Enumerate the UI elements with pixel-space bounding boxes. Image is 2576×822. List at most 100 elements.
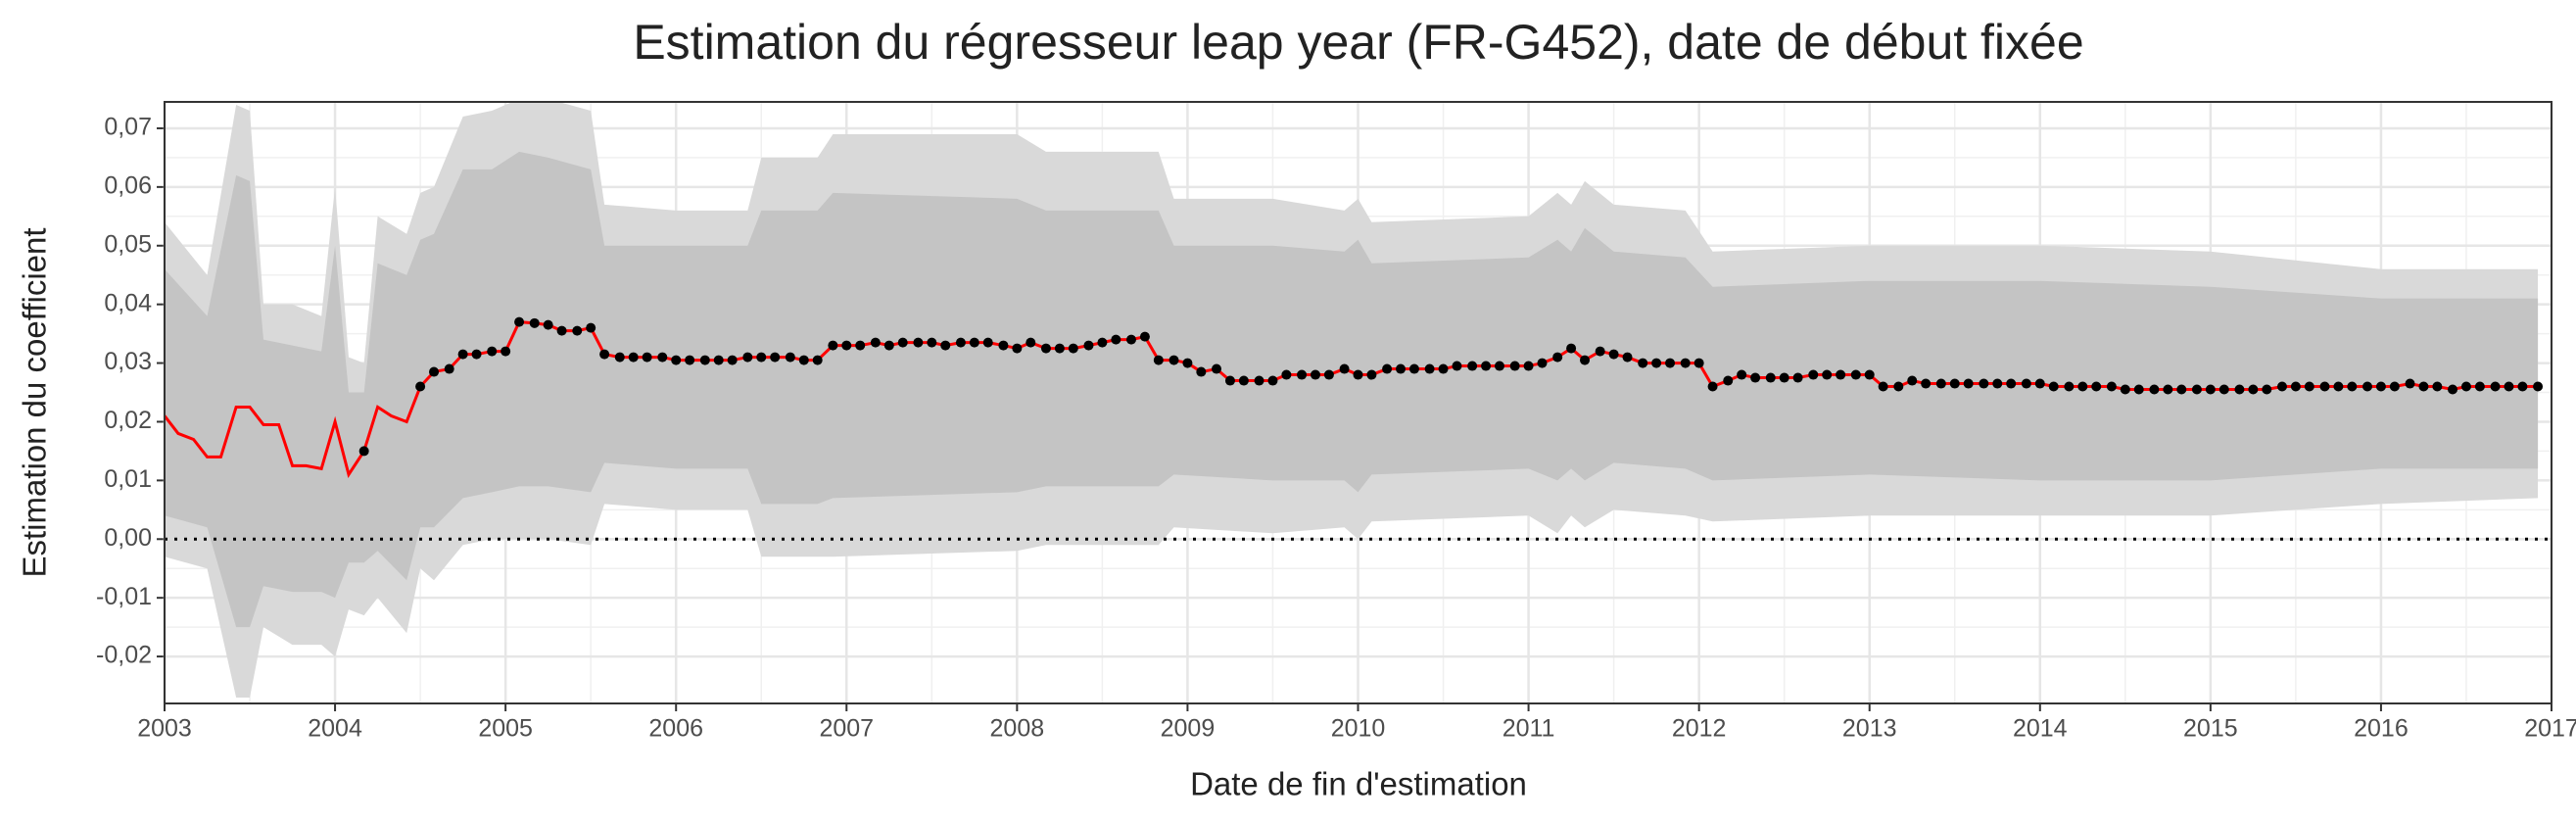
estimate-point [2106,381,2117,392]
estimate-point [1750,372,1761,383]
estimate-point [2319,381,2330,392]
estimate-point [1452,361,1462,371]
x-tick-label: 2004 [308,715,362,743]
estimate-point [642,352,652,363]
estimate-point [1182,358,1193,368]
estimate-point [2304,381,2314,392]
estimate-point [572,325,583,336]
estimate-point [1408,363,1419,374]
estimate-point [1850,369,1861,380]
estimate-point [1481,361,1492,371]
estimate-point [1339,363,1350,374]
estimate-point [2362,381,2373,392]
estimate-point [1212,363,1222,374]
estimate-point [1737,369,1747,380]
estimate-point [756,352,767,363]
estimate-point [1765,372,1776,383]
estimate-point [457,349,468,360]
estimate-point [699,355,710,365]
estimate-point [1893,381,1904,392]
estimate-point [998,340,1009,351]
estimate-point [1921,378,1932,389]
x-tick-label: 2015 [2183,715,2238,743]
estimate-point [685,355,695,365]
estimate-point [586,322,596,333]
estimate-point [2405,378,2415,389]
estimate-point [1396,363,1407,374]
estimate-point [1822,369,1833,380]
x-tick-label: 2010 [1331,715,1386,743]
estimate-point [1012,343,1023,354]
estimate-point [1963,378,1974,389]
estimate-point [1723,375,1734,386]
estimate-point [1366,369,1377,380]
estimate-point [742,352,753,363]
estimate-point [1424,363,1435,374]
x-tick-label: 2005 [478,715,533,743]
x-tick-label: 2011 [1503,715,1555,743]
estimate-point [1864,369,1875,380]
estimate-point [1509,361,1520,371]
y-tick-label: 0,06 [104,171,152,199]
estimate-point [1323,369,1334,380]
estimate-point [429,366,440,377]
y-tick-label: 0,00 [104,524,152,552]
y-tick-label: 0,01 [104,465,152,493]
estimate-point [444,363,454,374]
estimate-point [2176,384,2187,395]
y-tick-label: 0,04 [104,289,152,316]
x-tick-label: 2003 [137,715,192,743]
estimate-point [2276,381,2287,392]
estimate-point [657,352,668,363]
y-tick-label: 0,03 [104,348,152,375]
estimate-point [2064,381,2075,392]
estimate-point [2048,381,2059,392]
x-tick-label: 2009 [1161,715,1216,743]
x-tick-label: 2016 [2354,715,2409,743]
estimate-point [1153,355,1164,365]
estimate-point [1552,352,1563,363]
estimate-point [2120,384,2130,395]
estimate-point [1608,349,1619,360]
estimate-point [2418,381,2429,392]
estimate-point [2133,384,2144,395]
estimate-point [982,337,993,348]
estimate-point [1792,372,1803,383]
estimate-point [883,340,894,351]
estimate-point [713,355,724,365]
estimate-point [1310,369,1320,380]
x-tick-label: 2012 [1672,715,1727,743]
estimate-point [1494,361,1504,371]
estimate-point [2375,381,2386,392]
estimate-point [1537,358,1548,368]
estimate-point [1808,369,1819,380]
estimate-point [471,349,482,360]
estimate-point [1693,358,1704,368]
estimate-point [727,355,738,365]
estimate-point [614,352,625,363]
estimate-point [2432,381,2443,392]
estimate-point [1836,369,1846,380]
estimate-point [2191,384,2202,395]
estimate-point [828,340,838,351]
estimate-point [2333,381,2344,392]
estimate-point [1622,352,1633,363]
y-axis-title: Estimation du coefficient [17,227,53,577]
estimate-point [2347,381,2358,392]
y-tick-label: 0,02 [104,407,152,434]
estimate-point [1382,363,1393,374]
estimate-point [1992,378,2003,389]
estimate-point [1651,358,1662,368]
estimate-point [1281,369,1292,380]
chart-title: Estimation du régresseur leap year (FR-G… [633,15,2083,70]
estimate-point [2474,381,2485,392]
x-tick-label: 2008 [990,715,1045,743]
estimate-point [1238,375,1249,386]
estimate-point [2248,384,2259,395]
estimate-point [1979,378,1989,389]
x-tick-label: 2014 [2013,715,2068,743]
confidence-band [165,151,2539,628]
estimate-point [529,317,540,328]
estimate-point [785,352,795,363]
estimate-point [1907,375,1918,386]
